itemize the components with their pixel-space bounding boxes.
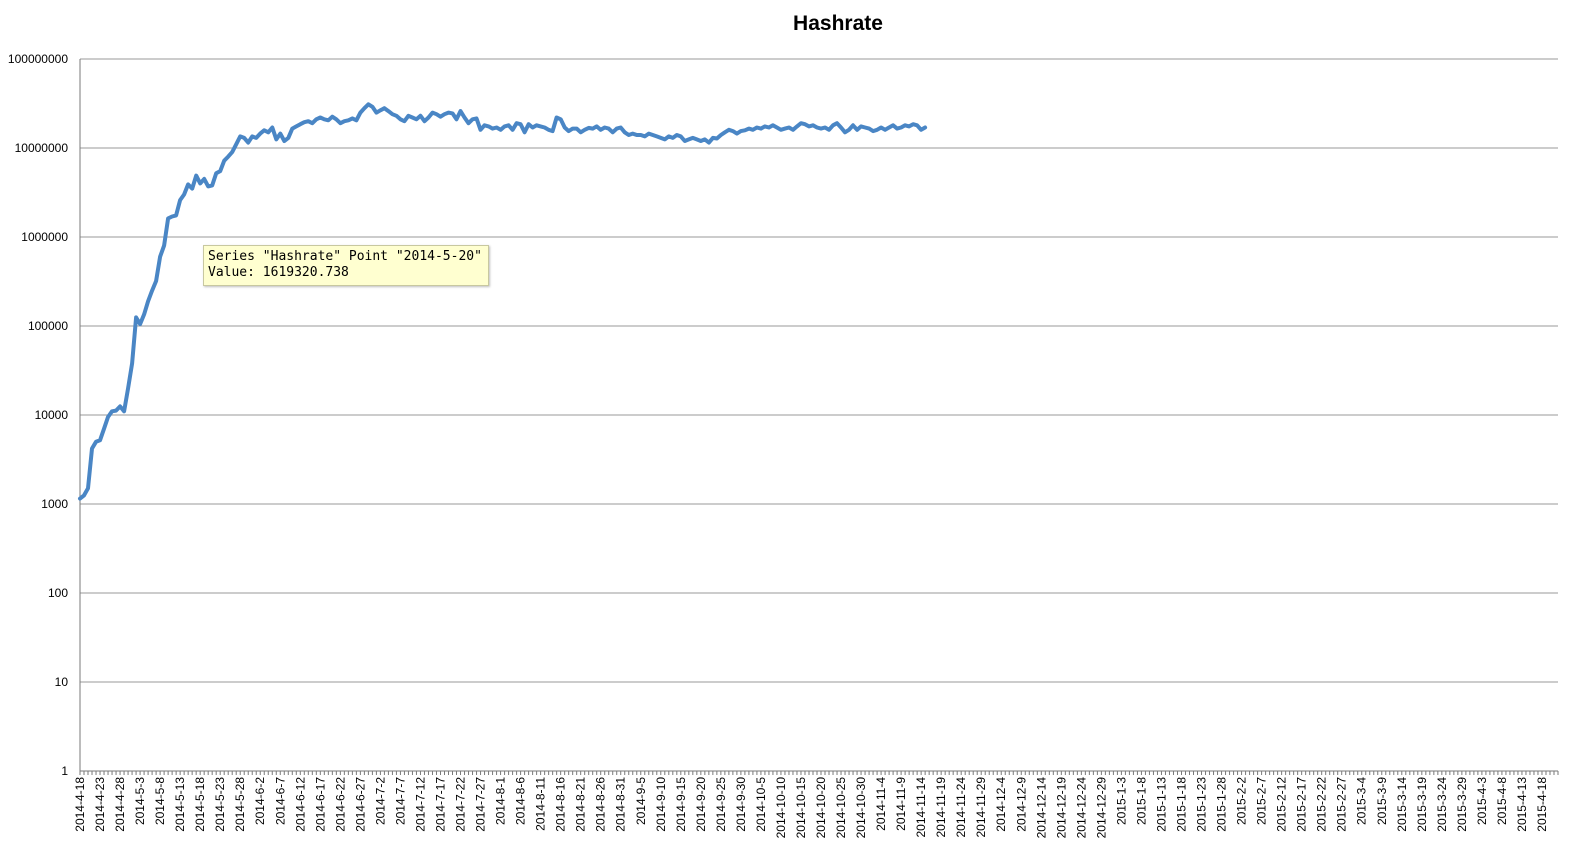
x-tick-2014-11-24: 2014-11-24 xyxy=(954,777,968,838)
x-tick-2014-9-20: 2014-9-20 xyxy=(694,777,708,832)
x-tick-2014-6-17: 2014-6-17 xyxy=(313,777,327,832)
grid-lines xyxy=(80,58,1558,772)
x-tick-2015-4-8: 2015-4-8 xyxy=(1495,777,1509,825)
x-tick-2015-4-13: 2015-4-13 xyxy=(1515,777,1529,832)
x-tick-2014-12-4: 2014-12-4 xyxy=(994,777,1008,832)
x-tick-2014-10-10: 2014-10-10 xyxy=(774,777,788,839)
x-tick-2015-2-27: 2015-2-27 xyxy=(1335,777,1349,832)
x-tick-2014-8-21: 2014-8-21 xyxy=(574,777,588,832)
tooltip-line-2: Value: 1619320.738 xyxy=(208,265,349,280)
x-tick-2014-10-30: 2014-10-30 xyxy=(854,777,868,839)
x-tick-2014-12-14: 2014-12-14 xyxy=(1034,777,1048,839)
x-tick-2014-12-29: 2014-12-29 xyxy=(1094,777,1108,839)
x-tick-2015-1-8: 2015-1-8 xyxy=(1134,777,1148,825)
x-tick-2014-5-3: 2014-5-3 xyxy=(133,777,147,825)
x-tick-2014-5-23: 2014-5-23 xyxy=(213,777,227,832)
x-tick-2014-5-28: 2014-5-28 xyxy=(233,777,247,832)
x-tick-2015-3-24: 2015-3-24 xyxy=(1435,777,1449,832)
x-tick-2014-6-12: 2014-6-12 xyxy=(293,777,307,832)
x-tick-2015-2-17: 2015-2-17 xyxy=(1295,777,1309,832)
x-tick-2014-7-17: 2014-7-17 xyxy=(434,777,448,832)
x-tick-2014-4-18: 2014-4-18 xyxy=(73,777,87,832)
x-tick-2014-5-13: 2014-5-13 xyxy=(173,777,187,832)
x-tick-2014-8-6: 2014-8-6 xyxy=(514,777,528,825)
series-line-hashrate xyxy=(78,102,928,501)
x-tick-2015-2-12: 2015-2-12 xyxy=(1275,777,1289,832)
y-tick-100000: 100000 xyxy=(28,319,68,333)
x-tick-2014-9-25: 2014-9-25 xyxy=(714,777,728,832)
chart-title: Hashrate xyxy=(793,12,883,35)
x-tick-2014-10-25: 2014-10-25 xyxy=(834,777,848,839)
x-tick-2015-1-3: 2015-1-3 xyxy=(1114,777,1128,825)
x-tick-2014-9-10: 2014-9-10 xyxy=(654,777,668,832)
y-tick-1: 1 xyxy=(61,764,68,778)
x-tick-2014-4-28: 2014-4-28 xyxy=(113,777,127,832)
x-tick-2015-2-22: 2015-2-22 xyxy=(1315,777,1329,832)
y-tick-1000: 1000 xyxy=(41,497,68,511)
x-tick-2014-12-19: 2014-12-19 xyxy=(1054,777,1068,839)
x-tick-2014-7-2: 2014-7-2 xyxy=(373,777,387,825)
x-tick-2014-11-9: 2014-11-9 xyxy=(894,777,908,831)
x-tick-2014-9-15: 2014-9-15 xyxy=(674,777,688,832)
x-tick-2014-9-30: 2014-9-30 xyxy=(734,777,748,832)
x-tick-2014-7-7: 2014-7-7 xyxy=(393,777,407,825)
x-tick-2014-11-14: 2014-11-14 xyxy=(914,777,928,838)
x-tick-2015-4-18: 2015-4-18 xyxy=(1535,777,1549,832)
x-tick-2014-8-26: 2014-8-26 xyxy=(594,777,608,832)
x-tick-2015-3-29: 2015-3-29 xyxy=(1455,777,1469,832)
x-tick-2014-12-9: 2014-12-9 xyxy=(1014,777,1028,832)
x-tick-2014-6-2: 2014-6-2 xyxy=(253,777,267,825)
x-tick-2015-1-18: 2015-1-18 xyxy=(1175,777,1189,832)
series-hashrate xyxy=(78,102,928,501)
x-tick-2014-10-15: 2014-10-15 xyxy=(794,777,808,839)
axes xyxy=(79,59,1559,775)
x-tick-2014-11-29: 2014-11-29 xyxy=(974,777,988,838)
x-tick-2015-1-13: 2015-1-13 xyxy=(1155,777,1169,832)
x-tick-2015-3-4: 2015-3-4 xyxy=(1355,777,1369,825)
x-tick-2014-7-12: 2014-7-12 xyxy=(414,777,428,832)
y-tick-1000000: 1000000 xyxy=(21,230,68,244)
y-axis-tick-labels: 1 10 100 1000 10000 100000 1000000 10000000 1000… xyxy=(8,52,68,778)
x-tick-2014-10-20: 2014-10-20 xyxy=(814,777,828,839)
x-tick-2015-2-7: 2015-2-7 xyxy=(1255,777,1269,825)
x-tick-2014-11-4: 2014-11-4 xyxy=(874,777,888,831)
x-tick-2014-6-7: 2014-6-7 xyxy=(273,777,287,825)
data-point-tooltip: Series "Hashrate" Point "2014-5-20" Valu… xyxy=(203,245,489,286)
y-tick-10000000: 10000000 xyxy=(15,141,69,155)
y-tick-100: 100 xyxy=(48,586,68,600)
x-tick-2015-3-14: 2015-3-14 xyxy=(1395,777,1409,832)
x-tick-2015-1-23: 2015-1-23 xyxy=(1195,777,1209,832)
x-tick-2014-8-31: 2014-8-31 xyxy=(614,777,628,832)
x-tick-2015-2-2: 2015-2-2 xyxy=(1235,777,1249,825)
x-tick-2014-6-27: 2014-6-27 xyxy=(353,777,367,832)
x-tick-2015-3-19: 2015-3-19 xyxy=(1415,777,1429,832)
x-tick-2015-3-9: 2015-3-9 xyxy=(1375,777,1389,825)
x-axis-tick-labels: 2014-4-18 2014-4-23 2014-4-28 2014-5-3 2014-… xyxy=(73,777,1549,839)
x-tick-2015-4-3: 2015-4-3 xyxy=(1475,777,1489,825)
x-tick-2014-7-22: 2014-7-22 xyxy=(454,777,468,832)
y-tick-10: 10 xyxy=(55,675,69,689)
x-tick-2014-6-22: 2014-6-22 xyxy=(333,777,347,832)
x-tick-2014-10-5: 2014-10-5 xyxy=(754,777,768,832)
x-tick-2014-12-24: 2014-12-24 xyxy=(1074,777,1088,839)
x-tick-2014-5-8: 2014-5-8 xyxy=(153,777,167,825)
x-tick-2014-7-27: 2014-7-27 xyxy=(474,777,488,832)
x-tick-2015-1-28: 2015-1-28 xyxy=(1215,777,1229,832)
x-tick-2014-11-19: 2014-11-19 xyxy=(934,777,948,838)
x-tick-2014-8-1: 2014-8-1 xyxy=(494,777,508,825)
x-tick-2014-8-11: 2014-8-11 xyxy=(534,777,548,831)
y-tick-100000000: 100000000 xyxy=(8,52,68,66)
tooltip-line-1: Series "Hashrate" Point "2014-5-20" xyxy=(208,249,482,264)
y-tick-10000: 10000 xyxy=(35,408,69,422)
x-tick-2014-9-5: 2014-9-5 xyxy=(634,777,648,825)
x-tick-2014-4-23: 2014-4-23 xyxy=(93,777,107,832)
x-tick-2014-5-18: 2014-5-18 xyxy=(193,777,207,832)
x-tick-2014-8-16: 2014-8-16 xyxy=(554,777,568,832)
